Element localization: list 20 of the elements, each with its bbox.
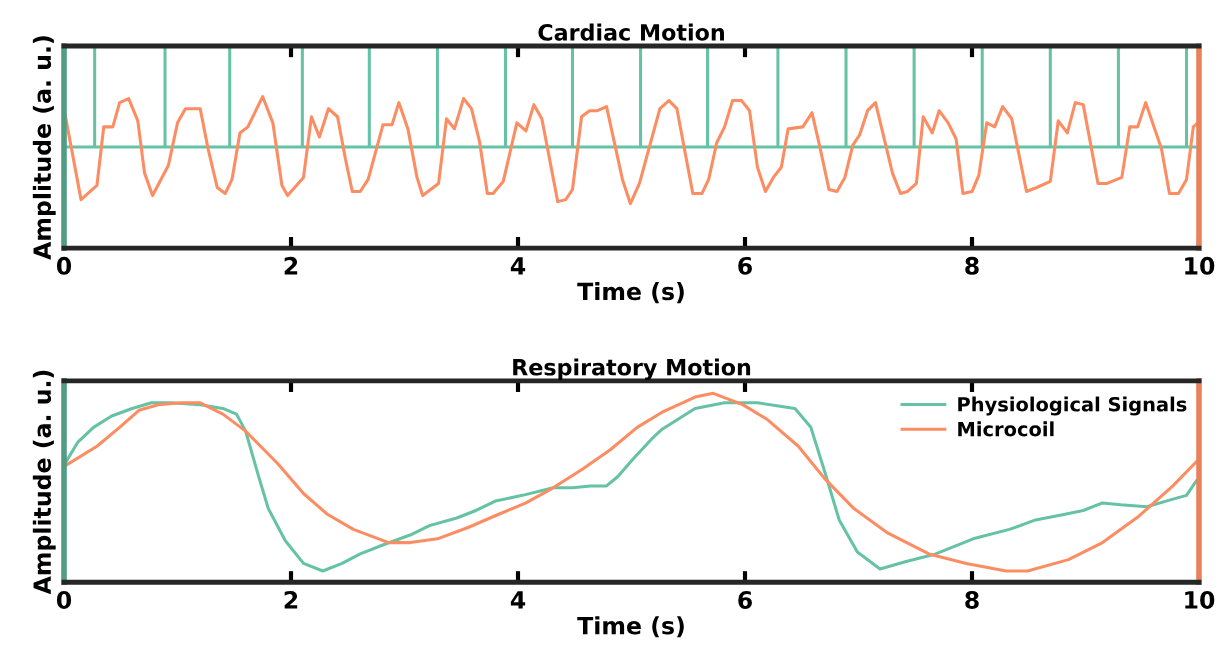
x-tick-label: 0 bbox=[56, 591, 72, 609]
legend-label: Microcoil bbox=[958, 421, 1054, 437]
x-tick-label: 10 bbox=[1185, 256, 1215, 275]
x-axis-title: Time (s) bbox=[577, 616, 684, 638]
x-tick-label: 4 bbox=[510, 257, 526, 275]
x-tick-label: 6 bbox=[738, 256, 752, 275]
x-tick-label: 10 bbox=[1185, 591, 1215, 609]
x-tick-label: 0 bbox=[56, 256, 72, 275]
x-tick-label: 6 bbox=[738, 591, 752, 609]
chart-title: Respiratory Motion bbox=[513, 358, 751, 381]
y-axis-title: Amplitude (a. u.) bbox=[32, 36, 56, 260]
x-tick-label: 2 bbox=[284, 256, 298, 275]
x-tick-label: 8 bbox=[965, 591, 979, 609]
y-axis-title: Amplitude (a. u.) bbox=[32, 370, 56, 595]
x-axis-title: Time (s) bbox=[577, 282, 684, 304]
x-tick-label: 8 bbox=[965, 256, 979, 275]
x-tick-label: 4 bbox=[510, 591, 526, 609]
legend-label: Physiological Signals bbox=[958, 396, 1187, 416]
x-tick-label: 2 bbox=[284, 591, 298, 609]
chart-title: Cardiac Motion bbox=[538, 23, 724, 41]
